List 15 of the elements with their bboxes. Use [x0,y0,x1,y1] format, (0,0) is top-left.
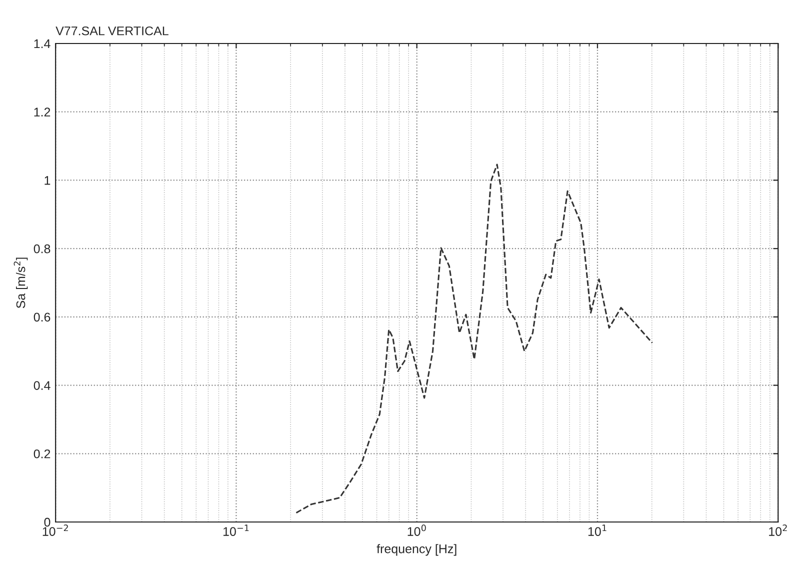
y-tick-label: 1.4 [34,39,50,48]
y-tick-label: 1 [44,176,50,185]
y-tick-label: 0 [44,518,50,527]
x-axis-title: frequency [Hz] [376,544,456,556]
x-tick-label: 10$^{0}$ [408,524,426,536]
y-tick-label: 0.8 [34,244,50,254]
x-tick-label: 10$^{2}$ [769,524,787,536]
y-tick-label: 0.6 [34,312,50,322]
x-tick-label: 10$^{−1}$ [223,524,249,536]
chart-title: V77.SAL VERTICAL [56,26,168,36]
y-tick-label: 1.2 [34,108,50,116]
y-tick-label: 0.2 [34,449,50,458]
y-axis-title: Sa [m/s$^{2}$] [14,258,28,308]
x-tick-label: 10$^{1}$ [588,524,606,536]
y-tick-label: 0.4 [34,381,50,390]
